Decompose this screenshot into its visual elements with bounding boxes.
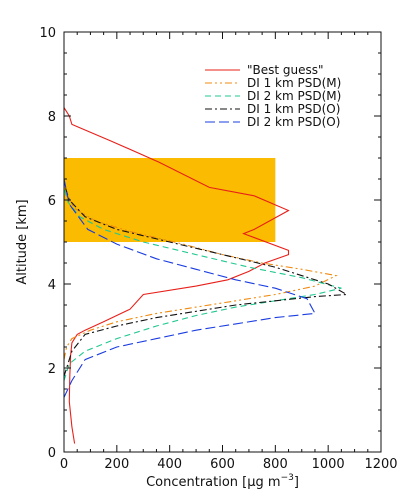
- x-tick-label: 200: [104, 457, 129, 472]
- axes-layer: 0 200 400 600 800 1000 1200 0 2 4 6 8 10: [39, 26, 397, 472]
- series-line-2: [64, 183, 338, 360]
- series-line-4: [64, 183, 349, 377]
- legend-label-4: DI 1 km PSD(O): [247, 102, 340, 116]
- series-line-1: [64, 107, 290, 444]
- x-axis-label-bracket-open: [: [242, 475, 247, 490]
- y-tick-label: 10: [39, 26, 56, 41]
- x-axis-label-bracket-close: ]: [294, 475, 299, 490]
- legend: "Best guess"DI 1 km PSD(M)DI 2 km PSD(M)…: [205, 63, 341, 129]
- x-tick-label: 1200: [364, 457, 397, 472]
- x-tick-label: 600: [210, 457, 235, 472]
- series-line-3: [64, 187, 342, 381]
- y-tick-label: 8: [48, 110, 56, 125]
- x-tick-label: 0: [60, 457, 68, 472]
- x-axis-label-unit: μg m: [247, 475, 280, 490]
- series-line-5: [64, 178, 316, 398]
- x-tick-label: 400: [157, 457, 182, 472]
- legend-label-5: DI 2 km PSD(O): [247, 115, 340, 129]
- plot-layer: [64, 107, 349, 444]
- y-tick-label: 0: [48, 446, 56, 461]
- legend-label-1: "Best guess": [247, 63, 324, 77]
- y-tick-label: 6: [48, 194, 56, 209]
- shaded-region: [64, 158, 276, 242]
- y-tick-label: 2: [48, 362, 56, 377]
- x-axis-label-exponent: −3: [281, 473, 294, 483]
- y-axis-label: Altitude [km]: [15, 199, 30, 284]
- x-tick-label: 800: [263, 457, 288, 472]
- x-tick-label: 1000: [312, 457, 345, 472]
- x-axis-label-text: Concentration: [146, 475, 242, 490]
- legend-label-2: DI 1 km PSD(M): [247, 76, 341, 90]
- x-axis-label: Concentration [μg m−3]: [146, 473, 299, 490]
- legend-label-3: DI 2 km PSD(M): [247, 89, 341, 103]
- y-tick-label: 4: [48, 278, 56, 293]
